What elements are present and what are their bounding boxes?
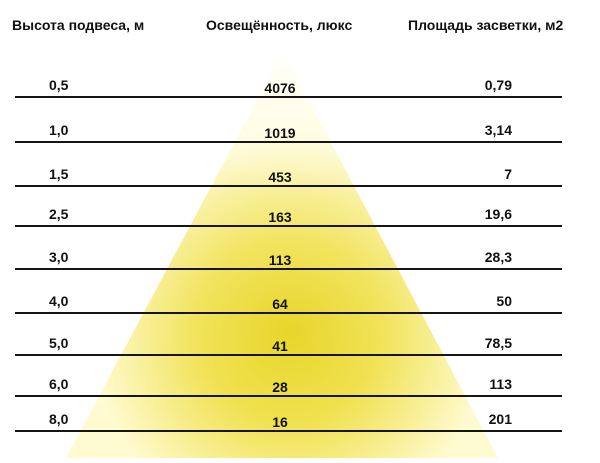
area-value: 7 xyxy=(504,166,512,182)
height-value: 3,0 xyxy=(49,249,69,265)
column-header-area: Площадь засветки, м2 xyxy=(408,17,564,33)
column-header-illuminance: Освещённость, люкс xyxy=(206,17,353,33)
row-divider-line xyxy=(15,354,562,356)
height-value: 5,0 xyxy=(49,335,69,351)
height-value: 1,0 xyxy=(49,122,69,138)
table-row: 3,0 113 28,3 xyxy=(0,244,600,274)
height-value: 4,0 xyxy=(49,293,69,309)
column-header-height: Высота подвеса, м xyxy=(12,17,145,33)
row-divider-line xyxy=(15,312,562,314)
area-value: 19,6 xyxy=(484,206,512,222)
table-row: 1,5 453 7 xyxy=(0,161,600,191)
row-divider-line xyxy=(15,225,562,227)
row-divider-line xyxy=(15,395,562,397)
area-value: 201 xyxy=(488,411,512,427)
illuminance-value: 28 xyxy=(272,379,288,395)
height-value: 2,5 xyxy=(49,206,69,222)
area-value: 113 xyxy=(489,376,512,392)
table-row: 2,5 163 19,6 xyxy=(0,201,600,231)
area-value: 78,5 xyxy=(484,335,512,351)
area-value: 28,3 xyxy=(484,249,512,265)
illuminance-value: 4076 xyxy=(264,80,296,96)
table-row: 5,0 41 78,5 xyxy=(0,330,600,360)
row-divider-line xyxy=(15,268,562,270)
row-divider-line xyxy=(15,430,562,432)
table-row: 8,0 16 201 xyxy=(0,406,600,436)
illuminance-value: 41 xyxy=(272,338,288,354)
height-value: 0,5 xyxy=(49,77,69,93)
illuminance-value: 453 xyxy=(268,169,292,185)
illuminance-value: 16 xyxy=(272,414,288,430)
table-row: 0,5 4076 0,79 xyxy=(0,72,600,102)
illuminance-value: 1019 xyxy=(264,125,296,141)
illuminance-value: 113 xyxy=(268,252,292,268)
table-row: 4,0 64 50 xyxy=(0,288,600,318)
table-row: 6,0 28 113 xyxy=(0,371,600,401)
area-value: 3,14 xyxy=(484,122,512,138)
row-divider-line xyxy=(15,141,562,143)
row-divider-line xyxy=(15,96,562,98)
table-row: 1,0 1019 3,14 xyxy=(0,117,600,147)
row-divider-line xyxy=(15,185,562,187)
height-value: 8,0 xyxy=(49,411,69,427)
illuminance-value: 64 xyxy=(272,296,288,312)
illuminance-value: 163 xyxy=(268,209,292,225)
height-value: 6,0 xyxy=(49,376,69,392)
height-value: 1,5 xyxy=(49,166,69,182)
area-value: 50 xyxy=(496,293,512,309)
area-value: 0,79 xyxy=(484,77,512,93)
